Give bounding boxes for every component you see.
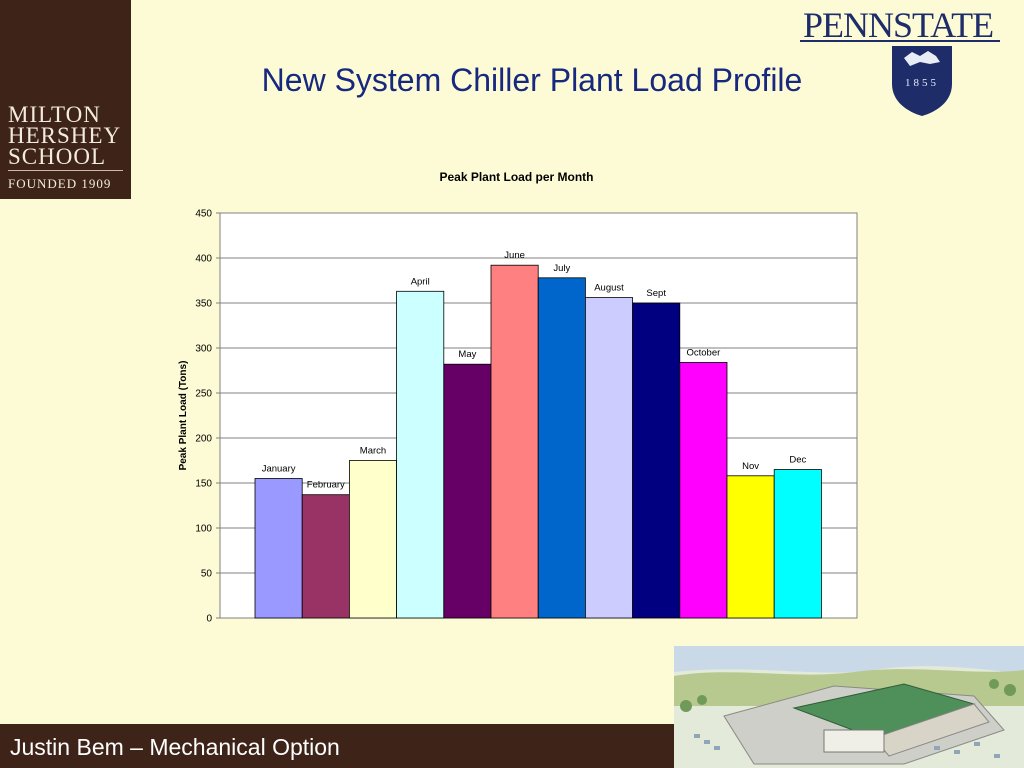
y-tick-label: 350 [195,299,212,310]
bar-october [679,361,728,619]
y-axis-label: Peak Plant Load (Tons) [178,361,189,471]
chart-title: Peak Plant Load per Month [439,170,593,184]
bar-label-may: May [458,349,476,360]
y-tick-label: 450 [195,209,212,220]
footer-bar: Justin Bem – Mechanical Option [0,724,674,768]
bar-june [490,264,539,619]
y-tick-label: 300 [195,344,212,355]
bar-sept [632,302,681,619]
bar-dec [773,469,822,619]
bar-label-dec: Dec [789,455,806,466]
bar-january [254,478,303,619]
bar-label-june: June [504,250,525,261]
bar-label-august: August [594,283,624,294]
y-tick-label: 100 [195,524,212,535]
bar-february [301,494,350,619]
bar-chart: 0 50 100 150 200 250 300 350 400 450 Peak Plant Lo… [178,170,858,625]
y-tick-label: 150 [195,479,212,490]
y-tick-label: 50 [201,569,213,580]
bar-label-february: February [307,480,345,491]
bar-label-nov: Nov [742,461,759,472]
y-tick-label: 200 [195,434,212,445]
pennstate-wordmark: PENNSTATE [803,5,994,45]
bar-label-january: January [262,464,296,475]
y-tick-label: 400 [195,254,212,265]
logo-line-milton: MILTON [8,102,101,127]
bar-nov [726,475,775,619]
bar-march [348,460,397,619]
y-tick-label: 250 [195,389,212,400]
pennstate-rule [800,40,1000,42]
y-tick-label: 0 [206,614,212,625]
pennstate-shield-icon: 1855 [892,46,952,116]
logo-founded: FOUNDED 1909 [8,176,112,191]
bar-label-october: October [687,347,721,358]
bar-july [537,277,586,619]
bar-label-sept: Sept [646,288,666,299]
footer-author: Justin Bem – Mechanical Option [10,734,340,760]
bar-april [396,290,445,619]
bar-label-march: March [360,446,386,457]
logo-line-school: SCHOOL [8,144,107,169]
bar-label-july: July [553,263,570,274]
pennstate-year: 1855 [905,77,939,89]
page-title: New System Chiller Plant Load Profile [261,62,803,98]
building-rendering-image [674,646,1024,768]
logo-divider [8,170,123,171]
bar-label-april: April [411,276,430,287]
bar-may [443,363,492,619]
milton-hershey-school-logo: MILTON HERSHEY SCHOOL FOUNDED 1909 [0,0,131,199]
bar-august [584,297,633,619]
logo-line-hershey: HERSHEY [8,123,122,148]
